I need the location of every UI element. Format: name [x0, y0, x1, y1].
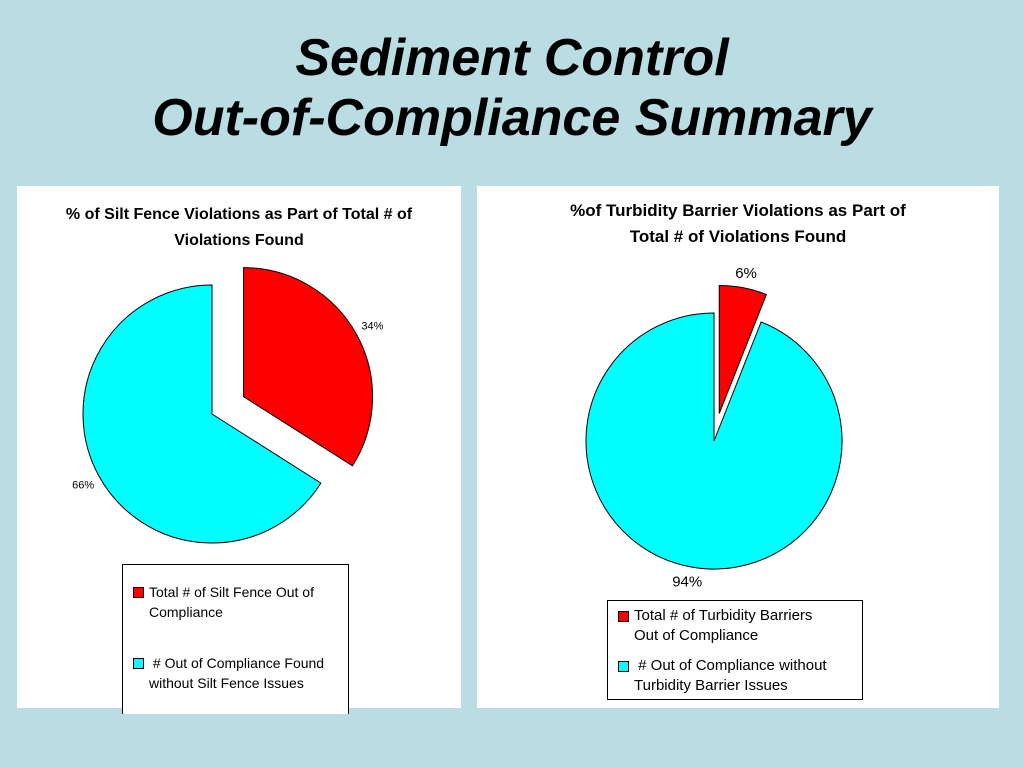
- turbidity-chart-title: %of Turbidity Barrier Violations as Part…: [477, 198, 999, 250]
- turbidity-chart-title-line2: Total # of Violations Found: [629, 227, 847, 246]
- turbidity-legend: Total # of Turbidity Barriers Out of Com…: [607, 600, 863, 700]
- silt-fence-pie-chart: 34% 66%: [72, 267, 384, 544]
- legend-label-line2: without Silt Fence Issues: [149, 675, 304, 691]
- pie-data-label-1-1: 94%: [672, 573, 702, 590]
- legend-label-line1: # Out of Compliance Found: [149, 655, 325, 671]
- legend-label: Total # of Turbidity Barriers Out of Com…: [618, 606, 858, 646]
- slide-title-line2: Out-of-Compliance Summary: [152, 89, 872, 147]
- pie-slice-1-1: [585, 312, 843, 570]
- legend-label: Total # of Silt Fence Out of Compliance: [133, 582, 344, 622]
- legend-label-line2: Out of Compliance: [634, 627, 759, 644]
- pie-slice-1-0: [718, 284, 768, 414]
- legend-label: # Out of Compliance without Turbidity Ba…: [618, 656, 858, 696]
- turbidity-barrier-chart-panel: %of Turbidity Barrier Violations as Part…: [477, 186, 999, 708]
- legend-label-line1: Total # of Silt Fence Out of: [149, 584, 314, 600]
- pie-data-label-0-1: 66%: [72, 479, 94, 491]
- slide-title: Sediment Control Out-of-Compliance Summa…: [0, 28, 1024, 148]
- silt-fence-chart-panel: % of Silt Fence Violations as Part of To…: [17, 186, 461, 714]
- silt-fence-chart-title-line2: Violations Found: [174, 232, 304, 249]
- legend-label-line2: Turbidity Barrier Issues: [634, 677, 788, 694]
- slide-title-line1: Sediment Control: [295, 29, 729, 87]
- silt-fence-chart-title: % of Silt Fence Violations as Part of To…: [17, 202, 461, 254]
- legend-label-line1: Total # of Turbidity Barriers: [634, 607, 813, 624]
- pie-data-label-1-0: 6%: [735, 265, 757, 282]
- legend-label: # Out of Compliance Found without Silt F…: [133, 653, 344, 693]
- legend-label-line1: # Out of Compliance without: [634, 657, 827, 674]
- legend-item-silt-fence-out: Total # of Silt Fence Out of Compliance: [133, 582, 344, 622]
- legend-item-without-silt-fence: # Out of Compliance Found without Silt F…: [133, 653, 344, 693]
- legend-label-line2: Compliance: [149, 604, 223, 620]
- legend-swatch-cyan: [133, 658, 144, 669]
- legend-swatch-red: [133, 587, 144, 598]
- legend-item-without-turbidity: # Out of Compliance without Turbidity Ba…: [618, 656, 858, 696]
- legend-item-turbidity-out: Total # of Turbidity Barriers Out of Com…: [618, 606, 858, 646]
- turbidity-pie-chart: 6% 94%: [585, 265, 843, 590]
- pie-slice-0-0: [243, 267, 374, 467]
- turbidity-chart-title-line1: %of Turbidity Barrier Violations as Part…: [570, 201, 906, 220]
- pie-slice-0-1: [82, 284, 322, 544]
- legend-swatch-red: [618, 611, 629, 622]
- silt-fence-legend: Total # of Silt Fence Out of Compliance …: [122, 564, 349, 714]
- legend-swatch-cyan: [618, 661, 629, 672]
- pie-data-label-0-0: 34%: [361, 321, 383, 333]
- silt-fence-chart-title-line1: % of Silt Fence Violations as Part of To…: [65, 206, 413, 223]
